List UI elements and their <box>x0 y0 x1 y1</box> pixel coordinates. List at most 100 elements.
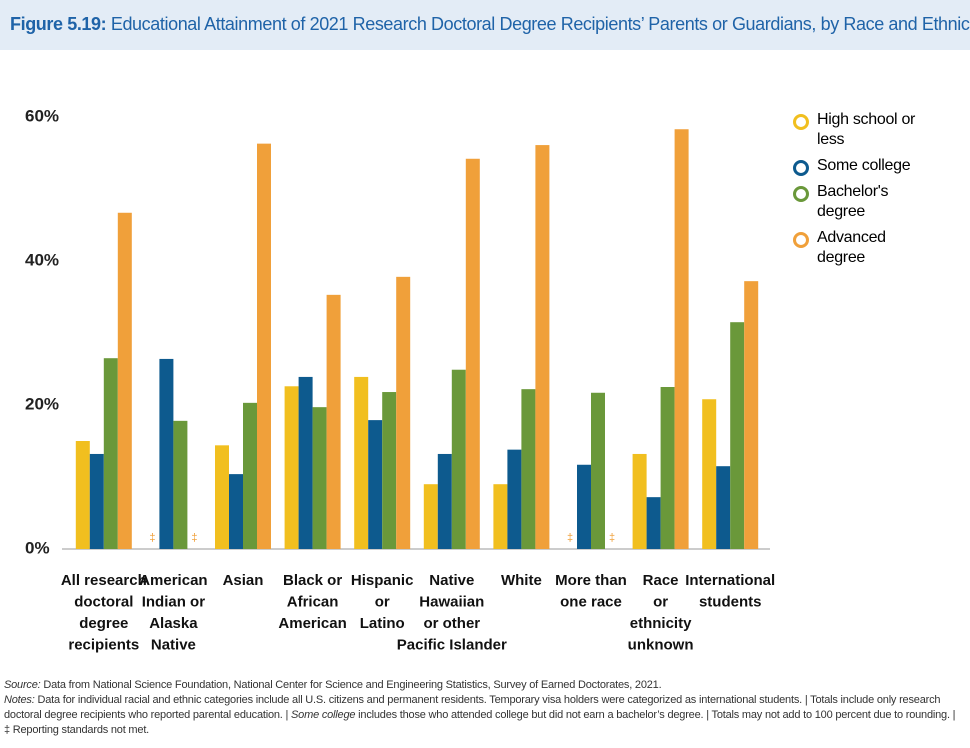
x-tick-label: Native <box>151 636 196 653</box>
bar <box>730 322 745 549</box>
bar <box>591 392 605 549</box>
legend-item: High school or less <box>793 110 917 150</box>
x-tick-label: Indian or <box>142 593 205 610</box>
notes-italic: Some college <box>291 709 356 721</box>
x-tick-label: Asian <box>223 572 264 589</box>
bar <box>103 358 118 549</box>
bar <box>535 145 550 549</box>
value-label: ‡ <box>149 532 155 544</box>
bar <box>451 369 466 549</box>
x-tick-label: Alaska <box>149 615 198 632</box>
bar <box>229 474 243 549</box>
bar <box>646 497 661 549</box>
legend-item: Bachelor's degree <box>793 182 917 222</box>
bar <box>744 281 759 549</box>
x-tick-label: International <box>685 572 775 589</box>
bar <box>632 453 647 549</box>
bar <box>577 464 591 549</box>
legend-marker <box>793 186 809 202</box>
title-text: Educational Attainment of 2021 Research … <box>110 14 970 34</box>
y-tick-label: 40% <box>25 250 59 269</box>
notes-label: Notes: <box>4 694 35 706</box>
bar <box>243 402 257 549</box>
notes-text: includes those who attended college but … <box>4 709 956 736</box>
legend-label: High school or less <box>817 111 916 148</box>
x-tick-label: Hawaiian <box>419 593 484 610</box>
bar <box>117 212 132 549</box>
source-label: Source: <box>4 679 41 691</box>
legend: High school or less Some college Bachelor'… <box>793 110 943 274</box>
bar <box>716 466 731 549</box>
x-tick-label: unknown <box>628 636 694 653</box>
legend-label: Some college <box>817 157 911 174</box>
bar <box>75 441 90 549</box>
x-tick-label: or <box>375 593 390 610</box>
bar <box>660 387 675 549</box>
legend-marker <box>793 232 809 248</box>
bar <box>89 453 104 549</box>
legend-marker <box>793 160 809 176</box>
y-tick-label: 0% <box>25 538 50 557</box>
bar <box>368 420 383 549</box>
x-tick-label: Native <box>429 572 474 589</box>
bar <box>354 376 369 549</box>
value-label: ‡ <box>191 532 197 544</box>
source: Source: Data from National Science Found… <box>4 678 959 693</box>
bar <box>215 445 229 549</box>
x-tick-label: one race <box>560 593 622 610</box>
bar <box>702 399 717 549</box>
title-bar: Figure 5.19: Educational Attainment of 2… <box>0 0 970 50</box>
bar <box>326 294 341 549</box>
bar <box>437 453 452 549</box>
bar <box>312 407 327 549</box>
figure-label: Figure 5.19: <box>10 14 107 34</box>
x-tick-label: All research <box>61 572 147 589</box>
bar <box>257 143 271 549</box>
x-tick-label: students <box>699 593 762 610</box>
x-tick-label: American <box>278 615 346 632</box>
x-tick-label: degree <box>79 615 128 632</box>
bar <box>493 484 508 549</box>
y-tick-label: 20% <box>25 394 59 413</box>
bar <box>521 389 536 549</box>
legend-marker <box>793 114 809 130</box>
bar <box>674 129 689 550</box>
chart-title: Figure 5.19: Educational Attainment of 2… <box>10 14 970 35</box>
notes: Notes: Data for individual racial and et… <box>4 693 959 738</box>
x-tick-label: American <box>139 572 207 589</box>
x-tick-label: Latino <box>360 615 405 632</box>
x-tick-label: doctoral <box>74 593 133 610</box>
legend-item: Some college <box>793 156 917 176</box>
value-label: ‡ <box>567 532 573 544</box>
notes-text: Data for individual racial and ethnic ca… <box>4 694 941 721</box>
bar <box>298 376 313 549</box>
legend-item: Advanced degree <box>793 228 917 268</box>
x-tick-label: Hispanic <box>351 572 414 589</box>
bar <box>159 358 174 549</box>
legend-label: Bachelor's degree <box>817 183 889 220</box>
x-tick-label: Black or <box>283 572 342 589</box>
bar <box>284 386 299 549</box>
source-text: Data from National Science Foundation, N… <box>43 679 662 691</box>
y-tick-label: 60% <box>25 106 59 125</box>
footnotes: Source: Data from National Science Found… <box>4 678 959 738</box>
bar <box>396 276 411 549</box>
x-tick-label: Race <box>643 572 679 589</box>
value-label: ‡ <box>609 532 615 544</box>
x-tick-label: ethnicity <box>630 615 692 632</box>
x-tick-label: or <box>653 593 668 610</box>
x-tick-label: More than <box>555 572 627 589</box>
bar <box>173 420 188 549</box>
bar <box>465 158 480 549</box>
x-tick-label: or other <box>423 615 480 632</box>
x-tick-label: White <box>501 572 542 589</box>
legend-label: Advanced degree <box>817 229 886 266</box>
x-tick-label: recipients <box>68 636 139 653</box>
x-tick-label: Pacific Islander <box>397 636 507 653</box>
bar <box>423 484 438 549</box>
x-tick-label: African <box>287 593 339 610</box>
bar <box>507 449 522 549</box>
bar <box>382 392 397 549</box>
